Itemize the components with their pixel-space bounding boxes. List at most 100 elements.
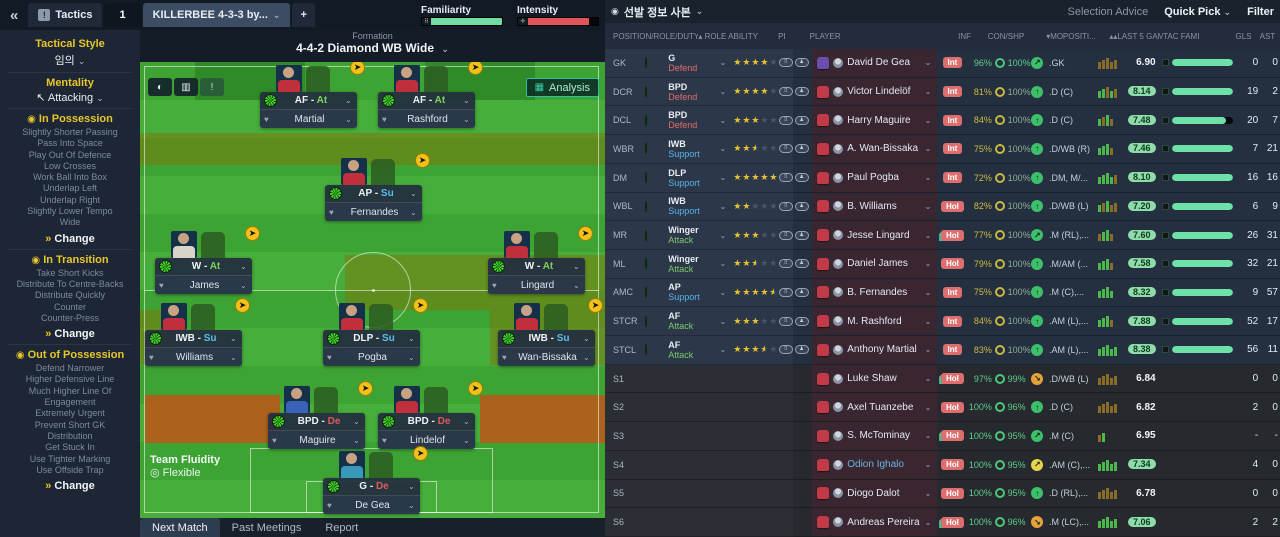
change-button[interactable]: » Change	[45, 480, 95, 493]
chevron-down-icon[interactable]: ⌄	[719, 259, 727, 269]
column-header-inf[interactable]: INF	[958, 31, 971, 41]
table-row-diogodalot[interactable]: S5 Diogo Dalot ⌄ Hol 100% 95% ↑ .D (RL),... 6.78…	[605, 479, 1280, 509]
formation-selector[interactable]: 4-4-2 Diamond WB Wide ⌄	[140, 41, 605, 55]
name-row[interactable]: ♥ James ⌄	[155, 276, 252, 294]
chevron-down-icon[interactable]: ⌄	[583, 334, 590, 343]
column-header-pi[interactable]: PI	[778, 31, 786, 41]
pi-icon[interactable]: ⠿	[778, 316, 793, 326]
player-card-fernandes[interactable]: ➤ AP - Su ⌄ ♥ Fernandes ⌄	[325, 153, 430, 221]
player-cell[interactable]: Diogo Dalot ⌄	[812, 479, 937, 508]
chevron-down-icon[interactable]: ⌄	[719, 144, 727, 154]
chevron-down-icon[interactable]: ⌄	[573, 262, 580, 271]
player-cell[interactable]: Daniel James ⌄	[812, 249, 937, 278]
chevron-down-icon[interactable]: ⌄	[924, 115, 932, 125]
column-header-player[interactable]: PLAYER	[809, 31, 841, 41]
mentality-selector[interactable]: ↖ Attacking ⌄	[0, 91, 140, 104]
selection-advice-button[interactable]: Selection Advice	[1067, 5, 1149, 18]
player-cell[interactable]: M. Rashford ⌄	[812, 307, 937, 336]
role-row[interactable]: W - At ⌄	[488, 258, 585, 276]
chevron-down-icon[interactable]: ⌄	[463, 96, 470, 105]
chevron-down-icon[interactable]: ⌄	[230, 334, 237, 343]
chevron-down-icon[interactable]: ⌄	[924, 316, 932, 326]
change-button[interactable]: » Change	[45, 232, 95, 245]
chevron-down-icon[interactable]: ⌄	[719, 115, 727, 125]
role-row[interactable]: IWB - Su ⌄	[145, 330, 242, 348]
column-header-gls[interactable]: GLS	[1235, 31, 1252, 41]
chevron-down-icon[interactable]: ⌄	[240, 262, 247, 271]
player-cell[interactable]: Harry Maguire ⌄	[812, 106, 937, 135]
player-card-rashford[interactable]: ➤ AF - At ⌄ ♥ Rashford ⌄	[378, 62, 483, 128]
chevron-down-icon[interactable]: ⌄	[924, 201, 932, 211]
chevron-down-icon[interactable]: ⌄	[230, 352, 237, 362]
chevron-down-icon[interactable]: ⌄	[410, 189, 417, 198]
change-button[interactable]: » Change	[45, 328, 95, 341]
player-cell[interactable]: Odion Ighalo ⌄	[812, 450, 937, 479]
name-row[interactable]: ♥ Williams ⌄	[145, 348, 242, 366]
chevron-down-icon[interactable]: ⌄	[463, 417, 470, 426]
pi-icon[interactable]: ⠿	[778, 144, 793, 154]
role-row[interactable]: BPD - De ⌄	[268, 413, 365, 431]
pi-person-icon[interactable]: ♟	[794, 287, 809, 297]
chevron-down-icon[interactable]: ⌄	[719, 58, 727, 68]
chevron-down-icon[interactable]: ⌄	[410, 207, 417, 217]
name-row[interactable]: ♥ Maguire ⌄	[268, 431, 365, 449]
chevron-down-icon[interactable]: ⌄	[719, 87, 727, 97]
role-row[interactable]: BPD - De ⌄	[378, 413, 475, 431]
role-row[interactable]: DLP - Su ⌄	[323, 330, 420, 348]
table-row-andreaspereira[interactable]: S6 Andreas Pereira ⌄ Hol 100% 96% ↘ .M (LC),...…	[605, 508, 1280, 537]
pi-icon[interactable]: ⠿	[778, 58, 793, 68]
warning-toggle-button[interactable]: !	[200, 78, 224, 96]
player-cell[interactable]: B. Williams ⌄	[812, 192, 937, 221]
player-cell[interactable]: Axel Tuanzebe ⌄	[812, 393, 937, 422]
column-header-conshp[interactable]: CON/SHP	[987, 31, 1025, 41]
contrast-toggle-button[interactable]: ◐	[148, 78, 172, 96]
chevron-down-icon[interactable]: ⌄	[719, 173, 727, 183]
back-icon[interactable]: «	[10, 6, 19, 24]
analysis-button[interactable]: ▦ Analysis	[525, 78, 599, 97]
pi-person-icon[interactable]: ♟	[794, 144, 809, 154]
chevron-down-icon[interactable]: ⌄	[924, 87, 932, 97]
tab-report[interactable]: Report	[325, 521, 359, 534]
column-header-mo[interactable]: ▾MO...	[1046, 31, 1063, 41]
player-card-pogba[interactable]: ➤ DLP - Su ⌄ ♥ Pogba ⌄	[323, 298, 428, 366]
table-row-lukeshaw[interactable]: S1 Luke Shaw ⌄ Hol 97% 99% ↘ .D/WB (L) 6.84 0 0	[605, 364, 1280, 394]
pi-icon[interactable]: ⠿	[778, 87, 793, 97]
chevron-down-icon[interactable]: ⌄	[345, 114, 352, 124]
name-row[interactable]: ♥ Lingard ⌄	[488, 276, 585, 294]
pi-person-icon[interactable]: ♟	[794, 259, 809, 269]
name-row[interactable]: ♥ Wan-Bissaka ⌄	[498, 348, 595, 366]
pi-icon[interactable]: ⠿	[778, 201, 793, 211]
chevron-down-icon[interactable]: ⌄	[924, 58, 932, 68]
table-row-odionighalo[interactable]: S4 Odion Ighalo ⌄ Hol 100% 95% ↗ .AM (C),... 7.3…	[605, 450, 1280, 480]
name-row[interactable]: ♥ Lindelof ⌄	[378, 431, 475, 449]
chevron-down-icon[interactable]: ⌄	[408, 352, 415, 362]
name-row[interactable]: ♥ Fernandes ⌄	[325, 203, 422, 221]
chevron-down-icon[interactable]: ⌄	[924, 402, 932, 412]
table-row-paulpogba[interactable]: DM DLP Support ⌄ ★ ★ ★ ★ ★ ★ ★ ★ ★ ★ ⠿ ♟ Paul Pogba ⌄ Int 7…	[605, 163, 1280, 193]
chevron-down-icon[interactable]: ⌄	[924, 230, 932, 240]
chevron-down-icon[interactable]: ⌄	[353, 435, 360, 445]
pi-person-icon[interactable]: ♟	[794, 230, 809, 240]
player-cell[interactable]: Anthony Martial ⌄	[812, 336, 937, 364]
role-row[interactable]: AP - Su ⌄	[325, 185, 422, 203]
player-card-lindelof[interactable]: ➤ BPD - De ⌄ ♥ Lindelof ⌄	[378, 381, 483, 449]
pi-icon[interactable]: ⠿	[778, 287, 793, 297]
role-row[interactable]: AF - At ⌄	[260, 92, 357, 110]
pi-icon[interactable]: ⠿	[778, 259, 793, 269]
player-cell[interactable]: S. McTominay ⌄	[812, 422, 937, 450]
column-header-ast[interactable]: AST	[1259, 31, 1276, 41]
chevron-down-icon[interactable]: ⌄	[719, 345, 727, 355]
player-card-degea[interactable]: ➤ G - De ⌄ ♥ De Gea ⌄	[323, 446, 428, 514]
table-row-bfernandes[interactable]: AMC AP Support ⌄ ★ ★ ★ ★ ★ ★ ★ ★ ★ ★ ⠿ ♟ B. Fernandes ⌄ In…	[605, 278, 1280, 308]
chevron-down-icon[interactable]: ⌄	[353, 417, 360, 426]
add-tactic-button[interactable]: +	[292, 3, 315, 27]
column-header-positionroleduty[interactable]: POSITION/ROLE/DUTY	[613, 31, 699, 41]
filter-button[interactable]: Filter	[1247, 5, 1274, 18]
player-cell[interactable]: B. Fernandes ⌄	[812, 278, 937, 307]
player-cell[interactable]: Jesse Lingard ⌄	[812, 221, 937, 249]
